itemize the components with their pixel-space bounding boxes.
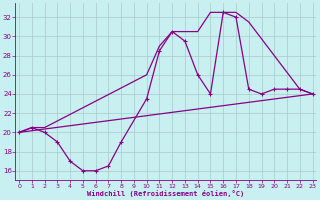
X-axis label: Windchill (Refroidissement éolien,°C): Windchill (Refroidissement éolien,°C) (87, 190, 244, 197)
